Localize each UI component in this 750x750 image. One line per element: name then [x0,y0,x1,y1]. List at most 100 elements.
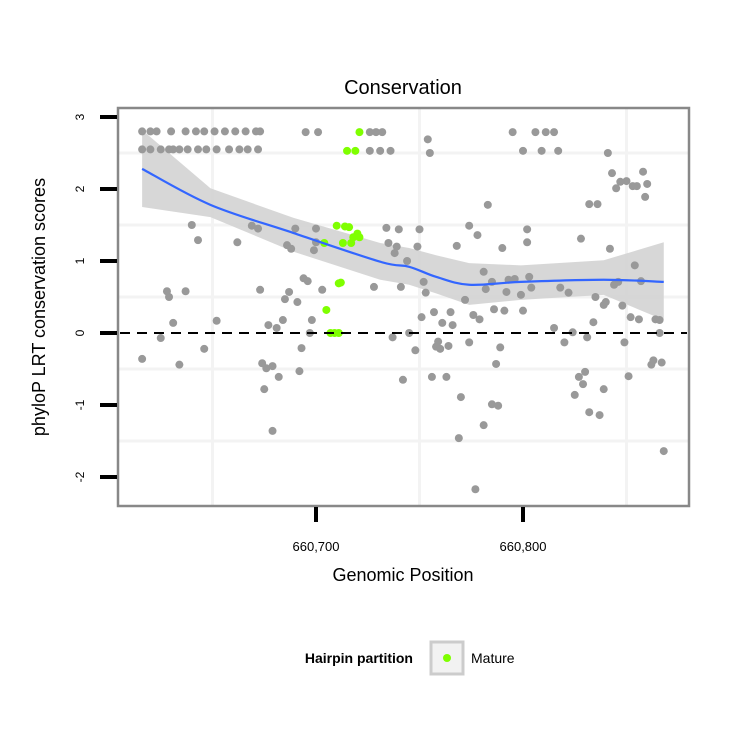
point-other [235,145,244,154]
point-other [175,145,184,154]
point-other [624,372,633,381]
point-other [312,224,320,233]
point-other [260,385,269,394]
point-other [446,308,455,317]
point-other [508,128,517,137]
point-other [643,179,652,188]
point-other [191,127,200,136]
point-mature [334,329,343,337]
point-other [303,277,312,286]
point-other [626,313,635,322]
point-other [169,145,178,154]
point-mature [338,239,347,247]
confidence-band [142,129,664,321]
point-other [413,242,422,251]
point-other [138,145,147,154]
point-other [599,385,608,394]
point-other [212,316,221,325]
point-other [519,306,527,315]
smooth-line-path [141,167,664,287]
point-other [641,192,650,201]
point-other [247,221,256,230]
point-other [657,358,666,367]
point-other [309,246,318,255]
point-other [487,400,496,409]
point-other [264,321,273,330]
point-other [388,333,397,342]
point-other [523,225,532,234]
point-other [200,127,209,136]
point-other [537,146,546,155]
point-other [436,344,445,353]
point-other [194,236,203,245]
legend-marker-mature [443,654,451,662]
point-other [589,318,598,327]
point-other [438,318,447,327]
point-other [622,177,631,186]
point-other [479,267,488,276]
point-other [194,145,203,154]
point-other [425,149,434,157]
point-other [297,344,306,353]
point-other [591,293,600,301]
point-other [531,128,540,137]
point-other [523,238,532,247]
point-other [417,313,426,322]
point-other [585,200,594,209]
point-other [307,316,316,325]
point-other [254,145,263,154]
confidence-band-area [142,129,664,321]
legend: Hairpin partition Mature [305,640,515,676]
point-other [564,288,573,297]
point-mature [355,128,364,137]
point-other [659,447,668,456]
point-other [618,301,627,310]
point-other [576,234,585,243]
y-tick-label: 3 [73,113,87,120]
y-tick-label: 1 [73,257,87,264]
point-other [278,316,287,325]
point-other [620,338,629,347]
point-other [280,295,289,304]
point-other [560,338,569,347]
y-axis: 3 2 1 0 -1 -2 [73,113,117,482]
point-other [471,485,480,494]
point-other [369,282,378,291]
smooth-line [141,167,664,287]
point-other [448,321,457,330]
y-tick-label: -1 [73,399,87,410]
point-other [556,283,565,292]
point-mature [322,305,331,314]
point-other [525,272,534,281]
point-other [429,308,438,317]
point-other [314,128,323,137]
point-other [210,127,219,136]
point-other [502,287,511,296]
point-other [384,239,393,247]
point-other [262,364,271,373]
point-other [605,244,614,253]
point-other [146,127,155,136]
point-other [181,127,190,136]
plot-border [116,106,691,508]
point-other [527,283,536,292]
point-other [574,372,583,381]
point-other [595,411,604,420]
point-mature [351,146,360,155]
point-other [187,221,196,229]
point-other [475,315,484,324]
point-other [169,318,178,327]
point-other [165,293,174,301]
point-other [268,362,277,371]
point-other [256,285,265,294]
x-axis: 660,700 660,800 [293,507,547,554]
point-other [500,306,509,315]
point-other [639,167,648,176]
point-other [272,323,281,332]
point-other [415,225,424,234]
point-other [601,298,610,307]
point-other [550,323,559,332]
point-other [318,285,327,294]
